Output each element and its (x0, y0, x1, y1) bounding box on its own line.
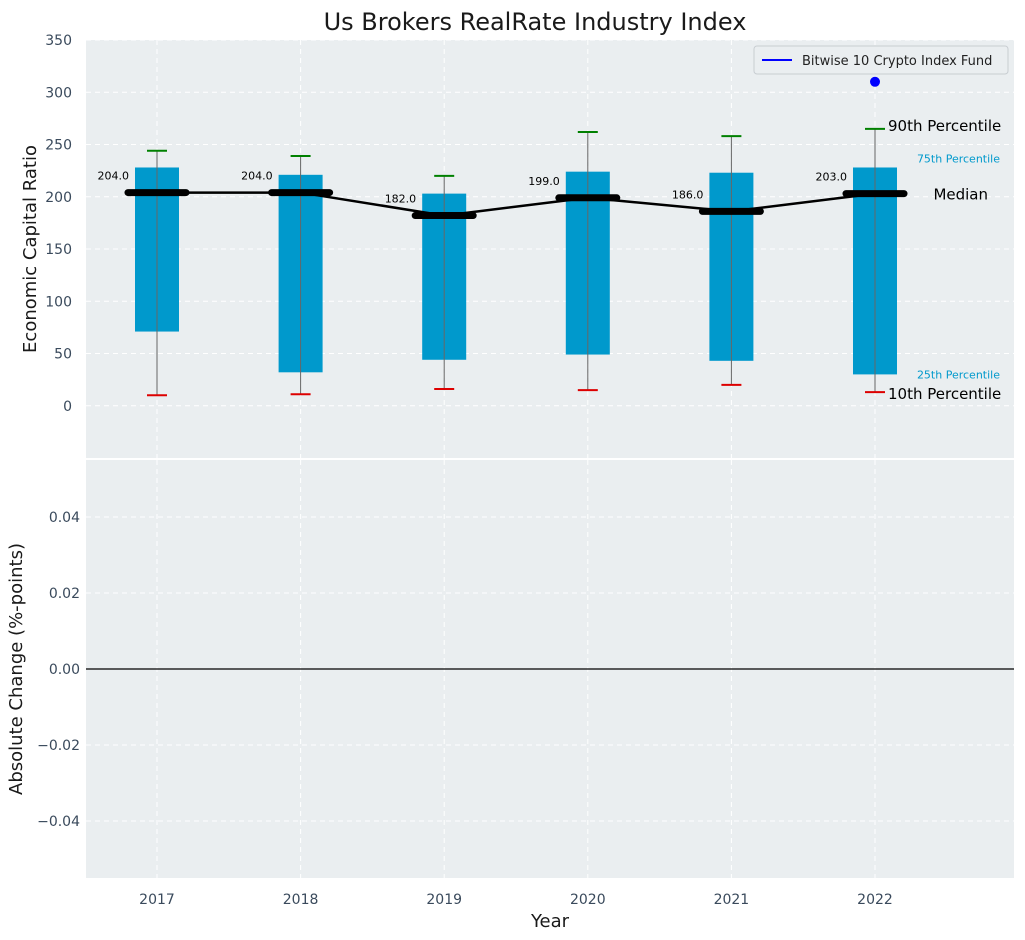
top-y-tick-label: 200 (45, 190, 72, 206)
top-y-ticks: 0 50 100 150 200 250 300 350 (45, 33, 72, 415)
median-label-2021: 186.0 (672, 188, 704, 201)
top-y-tick-label: 0 (63, 399, 72, 415)
label-25th-percentile: 25th Percentile (917, 368, 1000, 381)
x-ticks: 2017 2018 2019 2020 2021 2022 (139, 892, 893, 908)
x-axis-label: Year (530, 911, 570, 932)
bottom-y-axis-label: Absolute Change (%-points) (6, 543, 27, 795)
top-y-tick-label: 150 (45, 242, 72, 258)
top-y-tick-label: 100 (45, 294, 72, 310)
top-y-tick-label: 300 (45, 85, 72, 101)
label-median: Median (933, 186, 988, 204)
bottom-panel: −0.04−0.020.000.020.04 2017 2018 2019 2020 2… (6, 460, 1014, 932)
median-line-group (124, 189, 908, 220)
fund-point-2022 (870, 76, 880, 87)
bottom-y-tick-label: −0.02 (37, 738, 80, 754)
legend-label: Bitwise 10 Crypto Index Fund (802, 54, 992, 69)
bottom-y-ticks: −0.04 −0.02 0.00 0.02 0.04 (37, 510, 80, 830)
x-tick-label: 2018 (283, 892, 319, 908)
top-panel: 0 50 100 150 200 250 300 350 204.0 204.0 182.0 199… (20, 33, 1014, 458)
top-y-tick-label: 50 (54, 347, 72, 363)
median-label-2018: 204.0 (241, 170, 273, 183)
label-10th-percentile: 10th Percentile (888, 385, 1001, 403)
label-90th-percentile: 90th Percentile (888, 117, 1001, 135)
x-tick-label: 2017 (139, 892, 175, 908)
percentile-labels: 90th Percentile 75th Percentile Median 25th… (888, 117, 1001, 403)
chart-title: Us Brokers RealRate Industry Index (324, 8, 747, 36)
x-tick-label: 2022 (857, 892, 893, 908)
x-tick-label: 2020 (570, 892, 606, 908)
top-y-tick-label: 350 (45, 33, 72, 49)
x-tick-label: 2019 (426, 892, 462, 908)
bottom-y-tick-label: −0.04 (37, 814, 80, 830)
median-label-2019: 182.0 (385, 193, 417, 206)
x-tick-label: 2021 (714, 892, 750, 908)
median-label-2017: 204.0 (98, 170, 130, 183)
label-75th-percentile: 75th Percentile (917, 152, 1000, 165)
bottom-y-tick-label: 0.02 (49, 586, 80, 602)
top-y-axis-label: Economic Capital Ratio (20, 145, 41, 353)
legend[interactable]: Bitwise 10 Crypto Index Fund (753, 45, 1009, 75)
legend-box (753, 45, 1009, 75)
bottom-y-tick-label: 0.04 (49, 510, 80, 526)
bottom-y-tick-label: 0.00 (49, 662, 80, 678)
top-y-tick-label: 250 (45, 138, 72, 154)
median-label-2020: 199.0 (528, 175, 560, 188)
median-label-2022: 203.0 (816, 171, 848, 184)
